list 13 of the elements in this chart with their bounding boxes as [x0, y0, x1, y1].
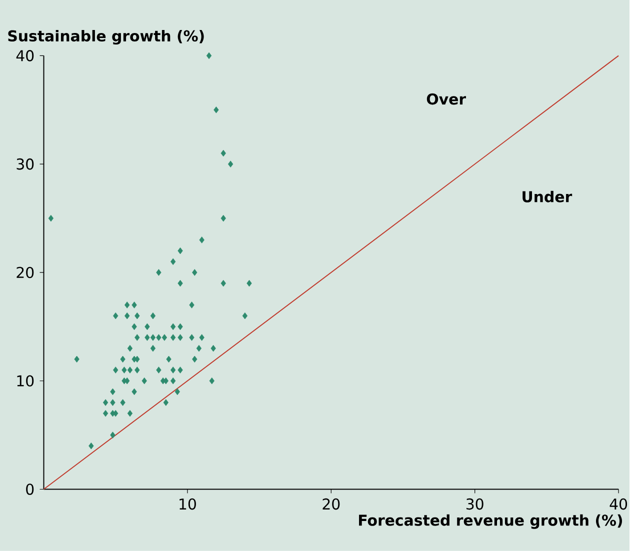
y-tick-label: 20 [16, 266, 34, 278]
annotation: Under [522, 190, 572, 202]
y-tick-label: 0 [26, 484, 34, 495]
x-tick-label: 10 [180, 498, 196, 510]
annotation: Over [426, 93, 466, 105]
x-axis-title: Forecasted revenue growth (%) [359, 514, 622, 529]
x-tick-label: 30 [466, 498, 484, 510]
y-tick-label: 40 [16, 50, 34, 62]
y-axis-title: Sustainable growth (%) [8, 30, 204, 45]
y-tick-label: 10 [17, 375, 34, 387]
x-tick-label: 20 [322, 498, 340, 510]
y-tick-label: 30 [16, 158, 34, 170]
x-tick-label: 40 [610, 498, 628, 510]
